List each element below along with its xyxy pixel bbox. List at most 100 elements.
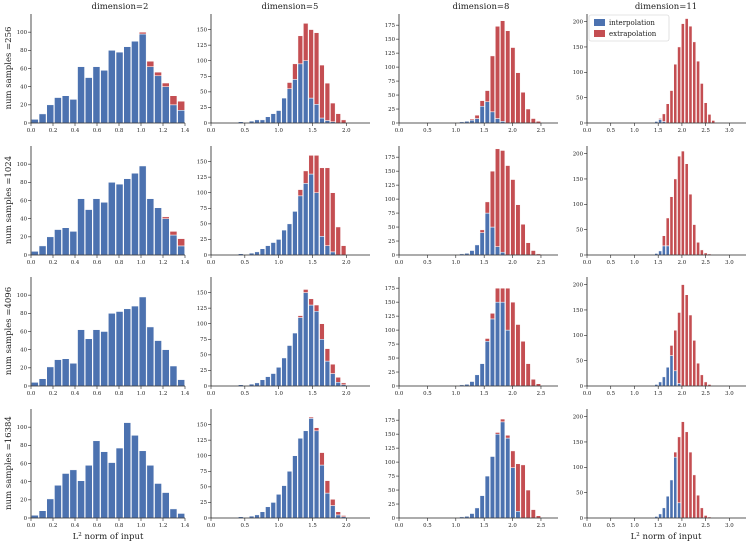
bar-interpolation-bin-15 [138, 165, 147, 256]
y-tick-label: 75 [388, 211, 395, 217]
x-tick-label: 0.0 [395, 260, 404, 266]
bar-interpolation-bin-7 [77, 480, 85, 519]
bar-interpolation-bin-13 [303, 183, 309, 256]
bar-interpolation-bin-6 [658, 250, 662, 256]
bar-interpolation-bin-7 [662, 245, 666, 256]
x-tick-label: 0.2 [49, 128, 58, 134]
x-tick-label: 0.0 [207, 260, 216, 266]
bar-interpolation-bin-17 [154, 207, 162, 256]
x-tick-label: 1.5 [480, 523, 489, 529]
y-tick-label: 50 [388, 356, 395, 362]
bar-extrapolation-bin-18 [330, 499, 336, 506]
bar-interpolation-bin-11 [108, 50, 116, 124]
bar-extrapolation-bin-15 [510, 450, 516, 468]
bar-extrapolation-bin-15 [510, 47, 516, 124]
bar-interpolation-bin-18 [330, 505, 336, 519]
bar-interpolation-bin-14 [131, 41, 139, 124]
bar-interpolation-bin-2 [38, 378, 47, 387]
bar-interpolation-bin-6 [658, 119, 662, 124]
y-tick-label: 50 [388, 93, 395, 99]
bar-interpolation-bin-7 [469, 381, 475, 387]
bar-interpolation-bin-5 [259, 119, 266, 124]
y-tick-label: 0 [392, 516, 396, 522]
bar-interpolation-bin-6 [265, 376, 271, 387]
bar-interpolation-bin-10 [484, 101, 490, 124]
y-tick-label: 50 [576, 95, 583, 101]
bar-extrapolation-bin-15 [510, 179, 516, 256]
x-axis-label-col-4: L2 norm of input [631, 532, 702, 542]
x-tick-label: 0.5 [423, 391, 432, 397]
bar-extrapolation-bin-13 [500, 287, 506, 303]
bar-interpolation-bin-12 [297, 438, 303, 519]
bar-extrapolation-bin-18 [703, 381, 708, 387]
bar-extrapolation-bin-11 [489, 55, 495, 113]
y-tick-label: 100 [197, 454, 208, 460]
x-tick-label: 1.5 [654, 523, 663, 529]
x-tick-label: 1.0 [274, 391, 283, 397]
bar-interpolation-bin-4 [254, 382, 260, 387]
bar-interpolation-bin-16 [319, 339, 325, 387]
y-tick-label: 25 [200, 368, 207, 374]
bar-extrapolation-bin-19 [530, 250, 536, 256]
y-tick-label: 100 [573, 202, 584, 208]
row-label-1: num samples =256 [4, 27, 14, 110]
bar-extrapolation-bin-17 [700, 374, 704, 387]
bar-extrapolation-bin-12 [681, 150, 685, 256]
bar-extrapolation-bin-16 [319, 323, 325, 340]
y-tick-label: 75 [200, 469, 207, 475]
y-tick-label: 25 [200, 500, 207, 506]
bar-interpolation-bin-15 [138, 450, 147, 519]
bar-interpolation-bin-9 [281, 485, 287, 519]
bar-extrapolation-bin-16 [515, 324, 521, 387]
y-tick-label: 200 [573, 414, 584, 420]
row-label-3: num samples =4096 [4, 287, 14, 375]
bar-interpolation-bin-12 [297, 195, 303, 256]
y-tick-label: 0 [204, 253, 208, 259]
bar-extrapolation-bin-19 [169, 95, 178, 106]
y-tick-label: 20 [20, 235, 27, 241]
bar-interpolation-bin-7 [77, 198, 85, 256]
bar-extrapolation-bin-20 [341, 515, 347, 518]
bar-extrapolation-bin-11 [677, 46, 681, 124]
bar-interpolation-bin-8 [665, 366, 670, 387]
bar-interpolation-bin-4 [54, 229, 62, 256]
bar-interpolation-bin-8 [276, 110, 282, 124]
x-tick-label: 3.0 [725, 128, 734, 134]
bar-interpolation-bin-7 [77, 66, 85, 124]
bar-extrapolation-bin-16 [696, 362, 700, 387]
x-tick-label: 0.8 [115, 523, 124, 529]
bar-interpolation-bin-8 [665, 495, 670, 519]
bar-extrapolation-bin-10 [286, 82, 293, 89]
y-tick-label: 0 [580, 384, 584, 390]
bar-interpolation-bin-16 [146, 326, 155, 387]
bar-interpolation-bin-13 [123, 178, 131, 256]
bar-interpolation-bin-5 [61, 358, 70, 387]
x-tick-label: 0.0 [583, 128, 592, 134]
x-tick-label: 0.0 [395, 128, 404, 134]
y-tick-label: 175 [385, 286, 396, 292]
bar-extrapolation-bin-20 [341, 245, 347, 256]
y-tick-label: 60 [20, 198, 27, 204]
x-tick-label: 1.4 [181, 523, 190, 529]
bar-extrapolation-bin-16 [319, 167, 325, 237]
x-tick-label: 0.2 [49, 523, 58, 529]
bar-interpolation-bin-10 [100, 331, 108, 387]
legend-swatch-extrapolation [594, 30, 605, 37]
bar-extrapolation-bin-13 [684, 18, 689, 124]
y-tick-label: 125 [197, 438, 208, 444]
y-tick-label: 100 [573, 333, 584, 339]
bar-interpolation-bin-14 [505, 437, 511, 519]
y-tick-label: 75 [200, 337, 207, 343]
bar-extrapolation-bin-13 [303, 23, 309, 61]
x-tick-label: 2.0 [678, 391, 687, 397]
y-tick-label: 75 [388, 79, 395, 85]
bar-extrapolation-bin-8 [665, 103, 670, 124]
bar-interpolation-bin-20 [177, 513, 185, 519]
y-tick-label: 60 [20, 329, 27, 335]
panel-r3-c4: 0 50 100 150 200 0.0 0.5 1.0 1.5 2.0 2.5 3.0 [573, 277, 746, 397]
bar-extrapolation-bin-16 [319, 452, 325, 466]
x-tick-label: 1.0 [630, 523, 639, 529]
bar-interpolation-bin-18 [162, 349, 170, 387]
bar-interpolation-bin-8 [474, 118, 480, 124]
bar-interpolation-bin-9 [92, 198, 101, 256]
